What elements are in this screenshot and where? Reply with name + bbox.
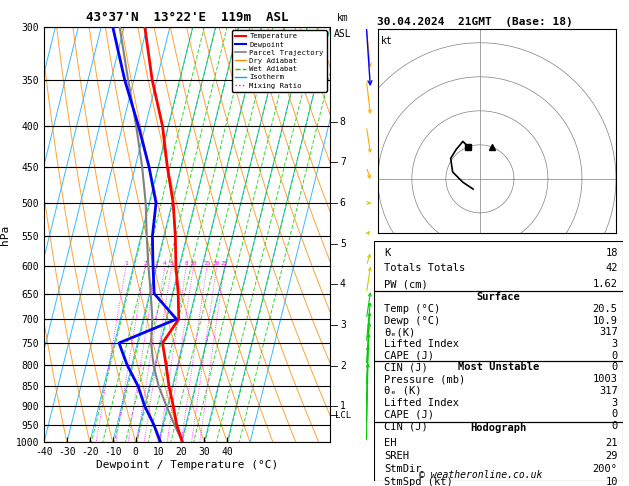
Bar — [374, 422, 623, 481]
Text: 8: 8 — [340, 117, 346, 127]
Text: Hodograph: Hodograph — [470, 423, 526, 434]
Text: Most Unstable: Most Unstable — [458, 362, 539, 372]
Text: Totals Totals: Totals Totals — [384, 263, 465, 274]
Text: 4: 4 — [340, 279, 346, 289]
Text: 20.5: 20.5 — [593, 304, 618, 314]
Text: Lifted Index: Lifted Index — [384, 398, 459, 408]
Text: 18: 18 — [605, 248, 618, 258]
Text: 6: 6 — [340, 198, 346, 208]
Text: 7: 7 — [340, 157, 346, 168]
Text: 1: 1 — [340, 401, 346, 411]
Text: 1: 1 — [124, 261, 128, 266]
Text: CIN (J): CIN (J) — [384, 421, 428, 431]
Text: StmDir: StmDir — [384, 464, 421, 474]
Text: 21: 21 — [605, 438, 618, 448]
Text: 0: 0 — [611, 362, 618, 372]
Text: EH: EH — [384, 438, 397, 448]
Text: Temp (°C): Temp (°C) — [384, 304, 440, 314]
Text: Dewp (°C): Dewp (°C) — [384, 316, 440, 326]
Text: 0: 0 — [611, 421, 618, 431]
Legend: Temperature, Dewpoint, Parcel Trajectory, Dry Adiabat, Wet Adiabat, Isotherm, Mi: Temperature, Dewpoint, Parcel Trajectory… — [232, 30, 326, 91]
X-axis label: Dewpoint / Temperature (°C): Dewpoint / Temperature (°C) — [96, 460, 278, 470]
Bar — [374, 241, 623, 291]
Text: 25: 25 — [221, 261, 228, 266]
Text: 200°: 200° — [593, 464, 618, 474]
Text: 5: 5 — [340, 239, 346, 249]
Text: 10: 10 — [190, 261, 198, 266]
Text: 317: 317 — [599, 386, 618, 396]
Text: CAPE (J): CAPE (J) — [384, 409, 434, 419]
Y-axis label: hPa: hPa — [0, 225, 10, 244]
Text: StmSpd (kt): StmSpd (kt) — [384, 477, 453, 486]
Text: 3: 3 — [340, 320, 346, 330]
Text: 1003: 1003 — [593, 374, 618, 384]
Text: © weatheronline.co.uk: © weatheronline.co.uk — [420, 470, 543, 480]
Text: 2: 2 — [143, 261, 147, 266]
Text: 10.9: 10.9 — [593, 316, 618, 326]
Text: SREH: SREH — [384, 451, 409, 461]
Text: 4: 4 — [163, 261, 167, 266]
Text: Lifted Index: Lifted Index — [384, 339, 459, 349]
Text: 30.04.2024  21GMT  (Base: 18): 30.04.2024 21GMT (Base: 18) — [377, 17, 573, 27]
Text: 3: 3 — [611, 398, 618, 408]
Text: 0: 0 — [611, 350, 618, 361]
Text: θₑ (K): θₑ (K) — [384, 386, 421, 396]
Text: θₑ(K): θₑ(K) — [384, 328, 415, 337]
Text: 42: 42 — [605, 263, 618, 274]
Text: 29: 29 — [605, 451, 618, 461]
Text: CAPE (J): CAPE (J) — [384, 350, 434, 361]
Text: 3: 3 — [155, 261, 159, 266]
Text: Surface: Surface — [477, 292, 520, 302]
Text: LCL: LCL — [335, 411, 351, 420]
Text: 2: 2 — [340, 361, 346, 370]
Text: 3: 3 — [611, 339, 618, 349]
Text: km: km — [337, 13, 348, 22]
Text: 10: 10 — [605, 477, 618, 486]
Title: 43°37'N  13°22'E  119m  ASL: 43°37'N 13°22'E 119m ASL — [86, 11, 288, 24]
Text: 15: 15 — [203, 261, 211, 266]
Text: Pressure (mb): Pressure (mb) — [384, 374, 465, 384]
Text: K: K — [384, 248, 391, 258]
Text: PW (cm): PW (cm) — [384, 279, 428, 289]
Text: 20: 20 — [213, 261, 220, 266]
Text: 1.62: 1.62 — [593, 279, 618, 289]
Text: 0: 0 — [611, 409, 618, 419]
Bar — [374, 361, 623, 422]
Text: 5: 5 — [170, 261, 174, 266]
Text: kt: kt — [381, 36, 393, 46]
Text: 317: 317 — [599, 328, 618, 337]
Text: CIN (J): CIN (J) — [384, 362, 428, 372]
Bar — [374, 291, 623, 361]
Text: ASL: ASL — [334, 29, 352, 39]
Text: 8: 8 — [184, 261, 188, 266]
